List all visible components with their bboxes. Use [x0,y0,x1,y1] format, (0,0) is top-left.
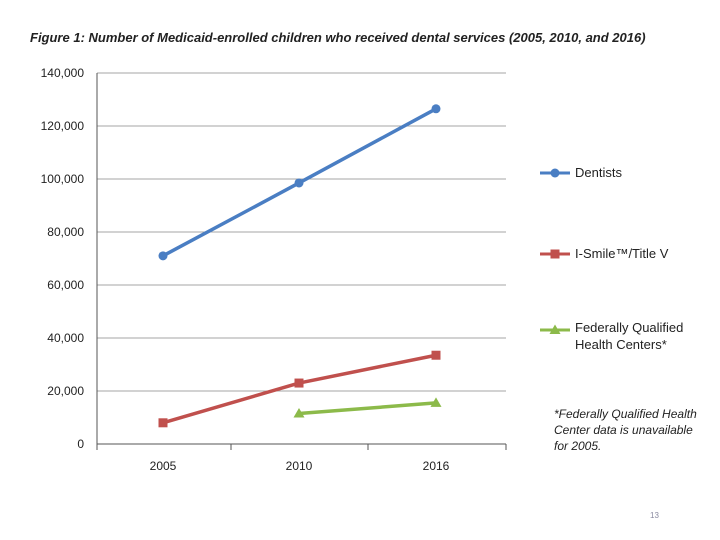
footnote-line-3: for 2005. [554,439,602,453]
footnote: *Federally Qualified Health Center data … [554,406,704,454]
data-point [158,251,168,261]
y-tick-label: 0 [77,437,84,451]
x-tick-label: 2005 [150,459,177,473]
data-point [431,104,441,114]
legend-label-fqhc-line-1: Federally Qualified [575,320,684,335]
y-tick-label: 20,000 [47,384,84,398]
y-tick-label: 40,000 [47,331,84,345]
data-point [431,350,441,360]
y-tick-label: 120,000 [41,119,85,133]
data-point [430,397,442,407]
legend-label-fqhc: Federally Qualified Health Centers* [575,319,683,353]
chart-title: Figure 1: Number of Medicaid-enrolled ch… [30,30,646,45]
legend-swatch-marker [549,324,561,334]
x-tick-label: 2010 [286,459,313,473]
footnote-line-2: Center data is unavailable [554,423,693,437]
y-tick-label: 60,000 [47,278,84,292]
x-tick-label: 2016 [423,459,450,473]
y-tick-label: 100,000 [41,172,85,186]
page-number: 13 [650,511,659,520]
legend-label-dentists: Dentists [575,165,622,180]
data-point [158,418,168,428]
data-point [294,178,304,188]
data-point [294,378,304,388]
series-line-2 [298,401,437,416]
legend-swatch-marker [550,249,560,259]
y-tick-label: 140,000 [41,66,85,80]
footnote-line-1: *Federally Qualified Health [554,407,697,421]
legend-label-fqhc-line-2: Health Centers* [575,337,667,352]
legend-label-ismile: I-Smile™/Title V [575,246,669,261]
legend-swatch-marker [550,168,560,178]
data-point [293,408,305,418]
y-tick-label: 80,000 [47,225,84,239]
